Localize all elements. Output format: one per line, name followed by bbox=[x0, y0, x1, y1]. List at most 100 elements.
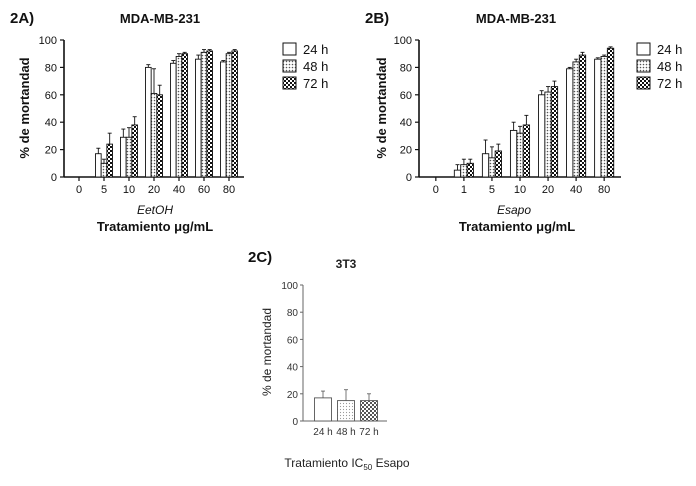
panel-b-legend-label: 72 h bbox=[657, 76, 682, 91]
panel-b-bar bbox=[566, 68, 574, 178]
panel-b-bar bbox=[460, 164, 468, 178]
panel-b-y-tick-label: 20 bbox=[400, 145, 412, 157]
panel-a-bar bbox=[100, 162, 108, 178]
panel-a-bar bbox=[106, 143, 113, 178]
panel-b-bar bbox=[522, 124, 531, 178]
panel-c-label: 2C) bbox=[248, 249, 272, 266]
panel-c-title: 3T3 bbox=[336, 257, 357, 271]
panel-c-x-axis-label: Tratamiento IC50 Esapo bbox=[284, 456, 410, 472]
panel-c-x-tick-label: 72 h bbox=[359, 427, 378, 438]
panel-a-legend-swatch bbox=[282, 42, 297, 56]
panel-a-x-tick-label: 0 bbox=[76, 184, 82, 196]
panel-c-y-tick-label: 100 bbox=[281, 281, 298, 292]
panel-a-legend-label: 48 h bbox=[303, 59, 328, 74]
panel-a-x-axis-label: Tratamiento μg/mL bbox=[97, 219, 213, 234]
panel-b-bar bbox=[509, 129, 518, 178]
panel-b-x-tick-label: 5 bbox=[489, 184, 495, 196]
panel-a-x-tick-label: 10 bbox=[123, 184, 135, 196]
panel-c-y-tick-label: 60 bbox=[287, 335, 299, 346]
panel-b-y-tick-label: 0 bbox=[406, 172, 412, 184]
panel-a-bar bbox=[225, 53, 233, 178]
panel-b-y-tick-label: 60 bbox=[400, 90, 412, 102]
panel-a-y-tick-label: 60 bbox=[45, 90, 57, 102]
panel-c-y-tick-label: 20 bbox=[287, 390, 299, 401]
panel-b-y-tick-label: 100 bbox=[394, 35, 412, 47]
panel-a-bar bbox=[206, 50, 213, 178]
panel-a-y-tick-label: 0 bbox=[51, 172, 57, 184]
panel-b-bar bbox=[481, 153, 490, 178]
panel-b-legend-swatch bbox=[636, 59, 651, 73]
panel-a-x-tick-label: 40 bbox=[173, 184, 185, 196]
panel-b-bar bbox=[488, 157, 496, 178]
panel-b-legend-label: 24 h bbox=[657, 42, 682, 57]
panel-c-y-tick-label: 0 bbox=[292, 417, 298, 428]
panel-c-bar bbox=[360, 400, 378, 422]
panel-b-bar bbox=[494, 150, 502, 178]
panel-c-x-label-prefix: Tratamiento IC bbox=[284, 456, 363, 470]
panel-a-x-tick-label: 5 bbox=[101, 184, 107, 196]
panel-a-bar bbox=[170, 62, 177, 178]
panel-c-y-tick-label: 40 bbox=[287, 363, 299, 374]
panel-a-bar bbox=[220, 61, 227, 178]
panel-a-x-tick-label: 60 bbox=[198, 184, 210, 196]
panel-c-x-label-sub: 50 bbox=[363, 463, 372, 472]
panel-b-x-tick-label: 0 bbox=[433, 184, 439, 196]
panel-a-title: MDA-MB-231 bbox=[120, 11, 200, 26]
panel-c-x-label-suffix: Esapo bbox=[372, 456, 410, 470]
panel-c-y-tick-label: 80 bbox=[287, 308, 299, 319]
panel-a-y-tick-label: 100 bbox=[39, 35, 57, 47]
panel-a-bar bbox=[231, 50, 238, 178]
panel-b-x-tick-label: 80 bbox=[598, 184, 610, 196]
panel-a-bar bbox=[131, 124, 138, 178]
panel-b-bar bbox=[594, 58, 602, 178]
panel-b-x-axis-label: Tratamiento μg/mL bbox=[459, 219, 575, 234]
panel-a-y-tick-label: 40 bbox=[45, 117, 57, 129]
panel-b-x-tick-label: 40 bbox=[570, 184, 582, 196]
panel-a-label: 2A) bbox=[10, 10, 34, 27]
panel-b-bar bbox=[538, 94, 546, 178]
panel-b-legend-swatch bbox=[636, 76, 651, 90]
panel-b-x-tick-label: 20 bbox=[542, 184, 554, 196]
panel-a-bar bbox=[195, 58, 202, 178]
panel-a-x-tick-label: 80 bbox=[223, 184, 235, 196]
panel-b-bar bbox=[578, 54, 587, 178]
panel-b-y-tick-label: 80 bbox=[400, 62, 412, 74]
panel-a-legend-label: 72 h bbox=[303, 76, 328, 91]
panel-b-label: 2B) bbox=[365, 10, 389, 27]
panel-b-bar bbox=[550, 86, 559, 178]
panel-b-bar bbox=[600, 55, 608, 178]
panel-b-bar bbox=[453, 169, 462, 178]
panel-b-title: MDA-MB-231 bbox=[476, 11, 556, 26]
panel-a-bar bbox=[145, 66, 152, 178]
panel-b-bar bbox=[544, 91, 552, 178]
panel-b-legend-swatch bbox=[636, 42, 651, 56]
panel-a-legend-swatch bbox=[282, 59, 297, 73]
panel-a-bar bbox=[181, 53, 188, 178]
panel-c-x-tick-label: 24 h bbox=[313, 427, 332, 438]
panel-b-x-tick-label: 1 bbox=[461, 184, 467, 196]
panel-c-bar bbox=[337, 400, 355, 422]
panel-a-x-sublabel: EetOH bbox=[137, 203, 173, 217]
panel-c-bar bbox=[314, 397, 332, 422]
panel-a-legend-label: 24 h bbox=[303, 42, 328, 57]
panel-a-legend-swatch bbox=[282, 76, 297, 90]
panel-a-bar bbox=[150, 92, 158, 178]
panel-b-bar bbox=[606, 47, 615, 178]
panel-a-y-tick-label: 80 bbox=[45, 62, 57, 74]
panel-b-y-tick-label: 40 bbox=[400, 117, 412, 129]
panel-b-x-sublabel: Esapo bbox=[497, 203, 531, 217]
panel-a-bar bbox=[156, 94, 163, 178]
panel-b-legend-label: 48 h bbox=[657, 59, 682, 74]
panel-b-x-tick-label: 10 bbox=[514, 184, 526, 196]
panel-b-bar bbox=[516, 132, 524, 178]
panel-a-x-tick-label: 20 bbox=[148, 184, 160, 196]
panel-c-y-axis-label: % de mortandad bbox=[260, 308, 274, 396]
panel-a-bar bbox=[125, 136, 133, 178]
panel-a-bar bbox=[175, 55, 183, 178]
panel-b-bar bbox=[572, 61, 580, 178]
panel-a-bar bbox=[120, 136, 127, 178]
panel-b-bar bbox=[466, 162, 474, 178]
panel-a-bar bbox=[200, 51, 208, 178]
